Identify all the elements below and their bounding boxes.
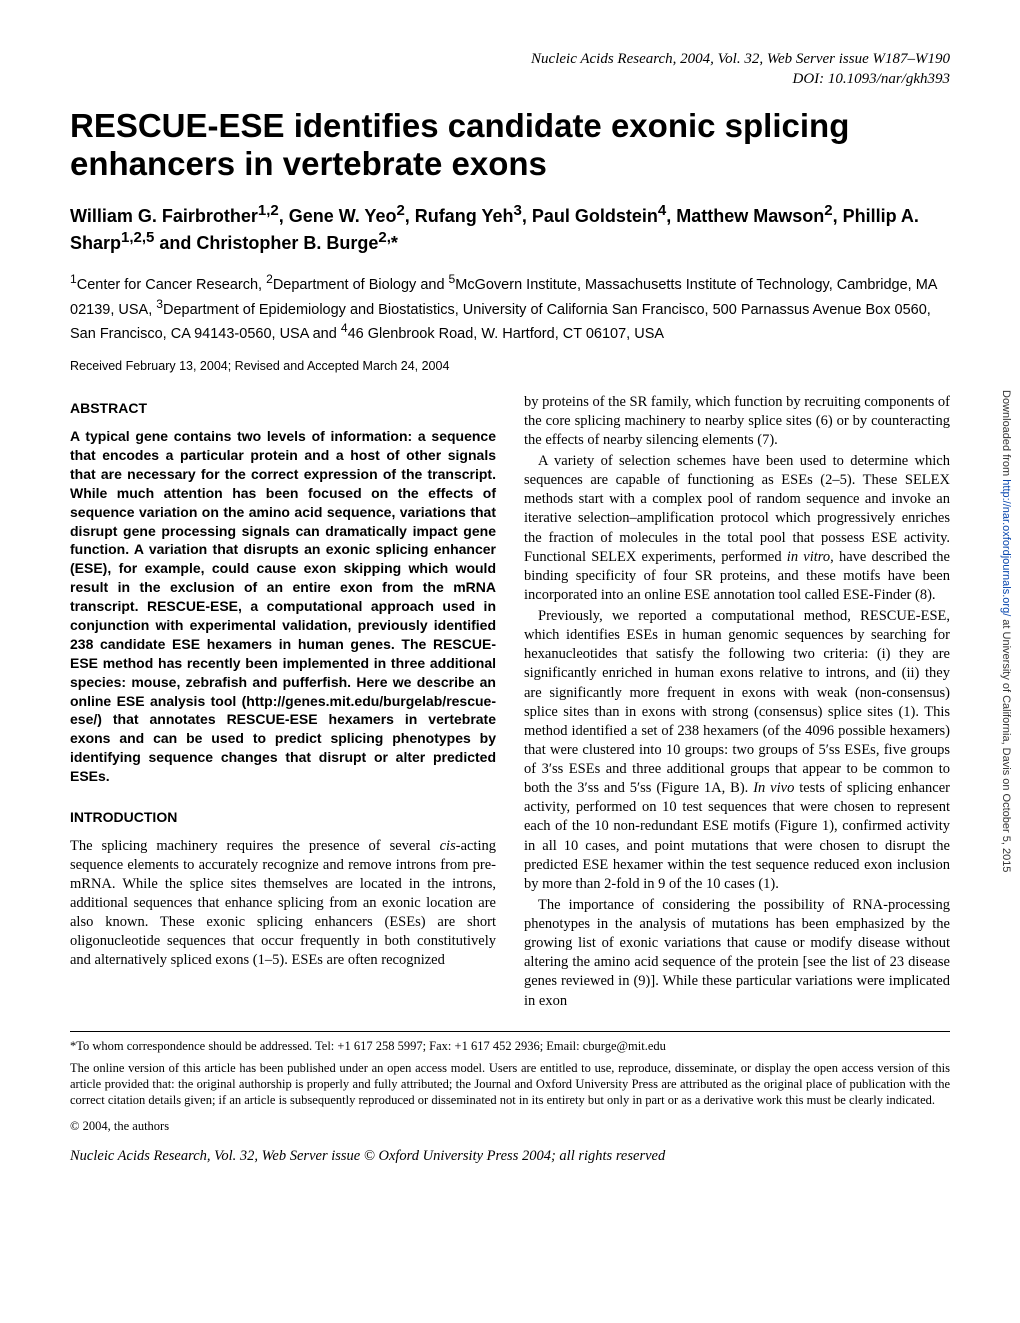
journal-header: Nucleic Acids Research, 2004, Vol. 32, W…	[70, 50, 950, 89]
right-p1: by proteins of the SR family, which func…	[524, 393, 950, 450]
right-p4: The importance of considering the possib…	[524, 896, 950, 1011]
page-footer: Nucleic Acids Research, Vol. 32, Web Ser…	[70, 1148, 950, 1165]
open-access-footnote: The online version of this article has b…	[70, 1060, 950, 1109]
authors-line: William G. Fairbrother1,2, Gene W. Yeo2,…	[70, 201, 950, 256]
right-column: by proteins of the SR family, which func…	[524, 393, 950, 1013]
intro-p1: The splicing machinery requires the pres…	[70, 837, 496, 971]
left-column: ABSTRACT A typical gene contains two lev…	[70, 393, 496, 1013]
doi-line: DOI: 10.1093/nar/gkh393	[70, 70, 950, 90]
footnote-separator	[70, 1031, 950, 1032]
received-line: Received February 13, 2004; Revised and …	[70, 359, 950, 373]
article-title: RESCUE-ESE identifies candidate exonic s…	[70, 107, 950, 183]
copyright-line: © 2004, the authors	[70, 1119, 950, 1134]
abstract-heading: ABSTRACT	[70, 399, 496, 417]
affiliations: 1Center for Cancer Research, 2Department…	[70, 271, 950, 344]
correspondence-footnote: *To whom correspondence should be addres…	[70, 1038, 950, 1054]
introduction-body: The splicing machinery requires the pres…	[70, 837, 496, 971]
two-column-body: ABSTRACT A typical gene contains two lev…	[70, 393, 950, 1013]
introduction-heading: INTRODUCTION	[70, 808, 496, 826]
abstract-body: A typical gene contains two levels of in…	[70, 427, 496, 786]
download-sidenote: Downloaded from http://nar.oxfordjournal…	[996, 390, 1012, 1190]
right-p2: A variety of selection schemes have been…	[524, 452, 950, 605]
right-p3: Previously, we reported a computational …	[524, 607, 950, 894]
journal-line: Nucleic Acids Research, 2004, Vol. 32, W…	[70, 50, 950, 70]
